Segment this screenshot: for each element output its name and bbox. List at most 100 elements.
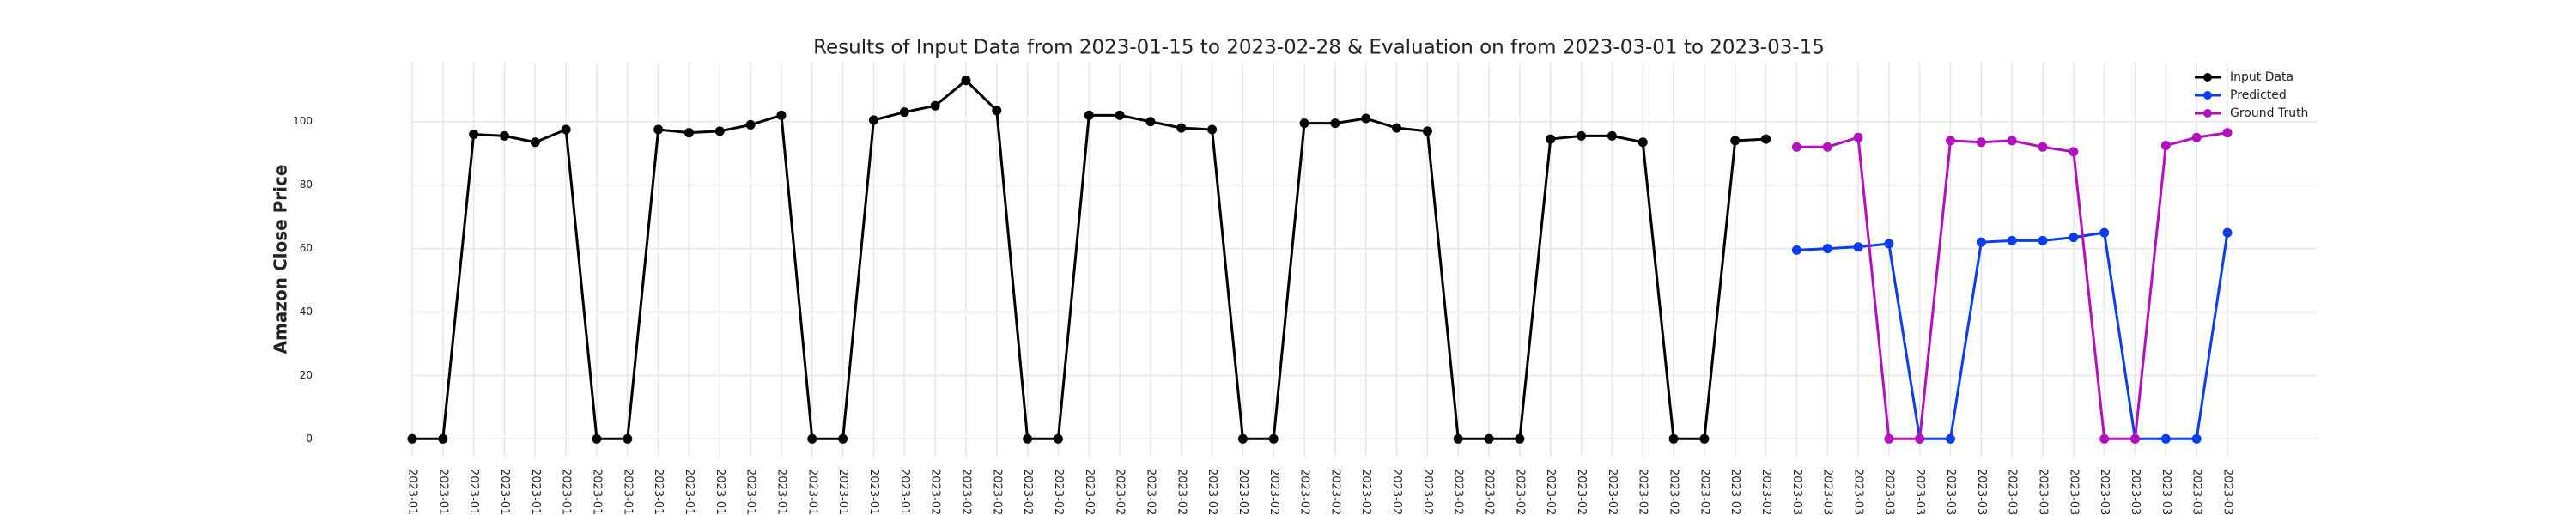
- point: [2191, 132, 2202, 142]
- point: [1392, 123, 1402, 133]
- x-tick-label: 2023-03-03: [1852, 469, 1865, 515]
- point: [2191, 433, 2202, 444]
- point: [2099, 227, 2110, 238]
- point: [1237, 433, 1248, 444]
- x-tick-label: 2023-02-12: [1267, 469, 1280, 515]
- x-tick-label: 2023-02-02: [959, 469, 972, 515]
- x-tick-label: 2023-01-17: [467, 469, 480, 515]
- point: [1791, 245, 1801, 255]
- x-tick-label: 2023-02-19: [1483, 469, 1496, 515]
- x-tick-label: 2023-02-21: [1544, 469, 1557, 515]
- x-tick-label: 2023-02-18: [1452, 469, 1465, 515]
- y-tick-label: 0: [306, 433, 313, 445]
- point: [714, 126, 725, 136]
- point: [1884, 433, 1894, 444]
- x-tick-label: 2023-01-21: [590, 469, 603, 515]
- y-axis-label: Amazon Close Price: [270, 165, 291, 354]
- x-tick-label: 2023-02-16: [1390, 469, 1403, 515]
- legend-label: Input Data: [2230, 70, 2293, 84]
- x-tick-label: 2023-01-20: [560, 469, 573, 515]
- x-tick-label: 2023-02-24: [1637, 469, 1649, 515]
- x-tick-label: 2023-01-31: [898, 469, 911, 515]
- x-tick-label: 2023-01-27: [775, 469, 787, 515]
- point: [2160, 140, 2171, 150]
- point: [868, 115, 878, 125]
- x-tick-label: 2023-02-11: [1236, 469, 1249, 515]
- point: [1915, 433, 1925, 444]
- point: [530, 137, 540, 148]
- point: [992, 106, 1002, 116]
- point: [1884, 239, 1894, 249]
- x-tick-label: 2023-02-07: [1114, 469, 1127, 515]
- x-tick-label: 2023-02-06: [1083, 469, 1096, 515]
- x-tick-label: 2023-01-30: [867, 469, 880, 515]
- legend-marker: [2203, 73, 2212, 82]
- x-tick-label: 2023-01-24: [683, 469, 696, 515]
- point: [2069, 233, 2079, 243]
- point: [407, 433, 417, 444]
- x-tick-label: 2023-01-26: [744, 469, 757, 515]
- point: [1853, 132, 1863, 142]
- point: [930, 100, 940, 111]
- x-tick-label: 2023-02-26: [1698, 469, 1710, 515]
- x-tick-label: 2023-03-10: [2067, 469, 2080, 515]
- grid: [410, 63, 2317, 457]
- point: [2099, 433, 2110, 444]
- point: [1453, 433, 1463, 444]
- x-tick-label: 2023-03-04: [1882, 469, 1895, 515]
- point: [1330, 118, 1340, 129]
- point: [2222, 128, 2233, 138]
- x-tick-label: 2023-03-09: [2037, 469, 2050, 515]
- x-tick-label: 2023-01-15: [406, 469, 419, 515]
- point: [1422, 126, 1432, 136]
- point: [1577, 130, 1587, 141]
- point: [1730, 136, 1741, 146]
- point: [1023, 433, 1033, 444]
- legend-marker: [2203, 91, 2212, 100]
- point: [1637, 137, 1648, 148]
- x-tick-label: 2023-03-06: [1944, 469, 1957, 515]
- point: [2038, 142, 2048, 152]
- point: [1145, 117, 1156, 127]
- point: [899, 107, 909, 118]
- point: [776, 110, 787, 120]
- x-tick-label: 2023-01-18: [498, 469, 511, 515]
- point: [1791, 142, 1801, 152]
- point: [2160, 433, 2171, 444]
- x-tick-label: 2023-03-12: [2129, 469, 2142, 515]
- x-tick-label: 2023-02-05: [1052, 469, 1065, 515]
- point: [1946, 136, 1956, 146]
- x-tick-label: 2023-03-08: [2006, 469, 2019, 515]
- point: [2007, 235, 2017, 245]
- x-tick-label: 2023-01-16: [436, 469, 449, 515]
- point: [1515, 433, 1525, 444]
- point: [1115, 110, 1125, 120]
- x-tick-label: 2023-02-04: [1021, 469, 1034, 515]
- point: [1299, 118, 1309, 129]
- y-tick-label: 100: [293, 115, 313, 127]
- point: [1822, 142, 1832, 152]
- point: [1084, 110, 1094, 120]
- x-tick-label: 2023-03-02: [1821, 469, 1834, 515]
- x-tick-label: 2023-02-27: [1728, 469, 1741, 515]
- point: [1053, 433, 1063, 444]
- y-tick-label: 40: [300, 306, 313, 318]
- point: [745, 119, 756, 130]
- point: [1268, 433, 1279, 444]
- x-tick-label: 2023-02-25: [1668, 469, 1680, 515]
- point: [807, 433, 817, 444]
- legend-label: Ground Truth: [2230, 106, 2308, 120]
- x-tick-label: 2023-03-01: [1790, 469, 1803, 515]
- x-tick-label: 2023-02-17: [1421, 469, 1434, 515]
- x-tick-label: 2023-03-15: [2221, 469, 2234, 515]
- x-tick-label: 2023-01-19: [529, 469, 542, 515]
- x-tick-label: 2023-02-15: [1359, 469, 1372, 515]
- point: [683, 128, 694, 138]
- point: [2130, 433, 2141, 444]
- x-tick-label: 2023-01-29: [836, 469, 849, 515]
- point: [653, 124, 664, 135]
- x-tick-label: 2023-02-03: [990, 469, 1003, 515]
- x-tick-label: 2023-02-22: [1575, 469, 1588, 515]
